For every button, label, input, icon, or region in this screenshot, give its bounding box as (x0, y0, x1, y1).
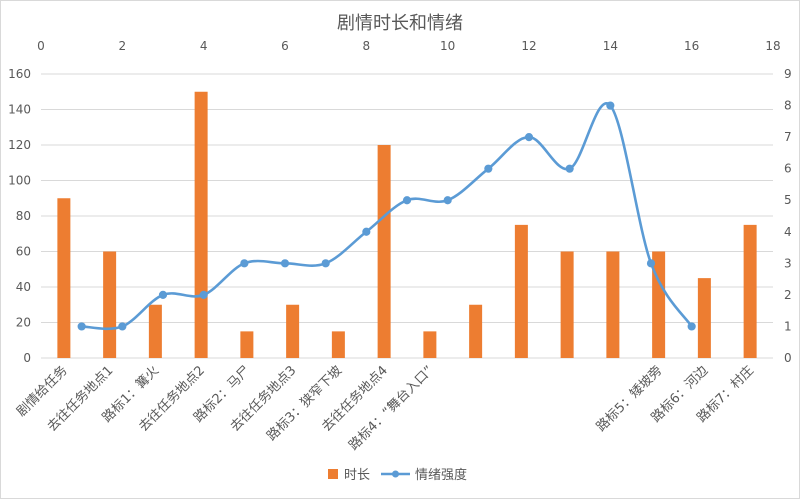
right-y-tick-label: 7 (784, 130, 792, 144)
left-y-tick-label: 160 (8, 67, 31, 81)
left-y-axis-labels: 0 20 40 60 80 100 120 140 160 (8, 67, 31, 365)
right-y-tick-label: 5 (784, 193, 792, 207)
bar (331, 331, 345, 358)
legend-bar-swatch (328, 469, 338, 479)
left-y-tick-label: 120 (8, 138, 31, 152)
top-x-tick-label: 8 (363, 39, 371, 53)
line-point (199, 290, 208, 299)
bar (240, 331, 254, 358)
legend-line-marker (392, 470, 399, 478)
top-x-tick-label: 10 (440, 39, 455, 53)
top-x-tick-label: 6 (281, 39, 289, 53)
legend-bar-label: 时长 (344, 468, 370, 483)
top-x-tick-label: 18 (765, 39, 780, 53)
bar (57, 198, 71, 358)
right-y-tick-label: 8 (784, 99, 792, 113)
legend: 时长 情绪强度 (328, 467, 467, 483)
line-point (646, 259, 656, 268)
line-point (321, 259, 330, 268)
bar (743, 224, 757, 358)
line-point (606, 101, 615, 110)
line-point (524, 133, 534, 142)
bar (652, 251, 666, 358)
right-y-tick-label: 1 (784, 319, 792, 333)
legend-line-label: 情绪强度 (415, 467, 467, 483)
line-point (565, 164, 574, 173)
top-x-axis-labels: 0 2 4 6 8 10 12 14 16 18 (37, 39, 780, 53)
chart-title: 剧情时长和情绪 (337, 13, 463, 34)
line-point (77, 322, 86, 331)
bar (514, 224, 528, 358)
right-y-tick-label: 3 (784, 256, 792, 270)
top-x-tick-label: 14 (603, 39, 618, 53)
left-y-tick-label: 0 (23, 351, 31, 365)
top-x-tick-label: 0 (37, 39, 45, 53)
bar (560, 251, 574, 358)
bar (469, 304, 483, 358)
bar (286, 304, 300, 358)
line-point (484, 164, 493, 173)
right-y-tick-label: 6 (784, 162, 792, 176)
left-y-tick-label: 100 (8, 174, 31, 188)
bar (697, 278, 711, 358)
bar (377, 145, 391, 358)
right-y-tick-label: 0 (784, 351, 792, 365)
top-x-tick-label: 12 (521, 39, 536, 53)
bar (606, 251, 620, 358)
line-point (240, 259, 249, 268)
line-point (443, 196, 452, 205)
line-point (402, 196, 412, 205)
top-x-tick-label: 16 (684, 39, 699, 53)
line-point (118, 322, 127, 331)
bar (194, 91, 208, 358)
right-y-tick-label: 2 (784, 288, 792, 302)
bar (423, 331, 437, 358)
left-y-tick-label: 40 (16, 280, 31, 294)
bar-series (57, 91, 757, 358)
left-y-tick-label: 60 (16, 245, 31, 259)
line-point (687, 322, 696, 331)
left-y-tick-label: 80 (16, 209, 31, 223)
line-point (158, 290, 168, 299)
gridlines (41, 73, 773, 359)
right-y-axis-labels: 0 1 2 3 4 5 6 7 8 9 (784, 67, 792, 365)
right-y-tick-label: 9 (784, 67, 792, 81)
top-x-tick-label: 4 (200, 39, 208, 53)
left-y-tick-label: 140 (8, 103, 31, 117)
right-y-tick-label: 4 (784, 225, 792, 239)
line-series (77, 101, 696, 331)
bar (103, 251, 117, 358)
top-x-tick-label: 2 (119, 39, 127, 53)
bar (148, 304, 162, 358)
line-point (362, 227, 371, 236)
line-point (280, 259, 290, 268)
left-y-tick-label: 20 (16, 316, 31, 330)
